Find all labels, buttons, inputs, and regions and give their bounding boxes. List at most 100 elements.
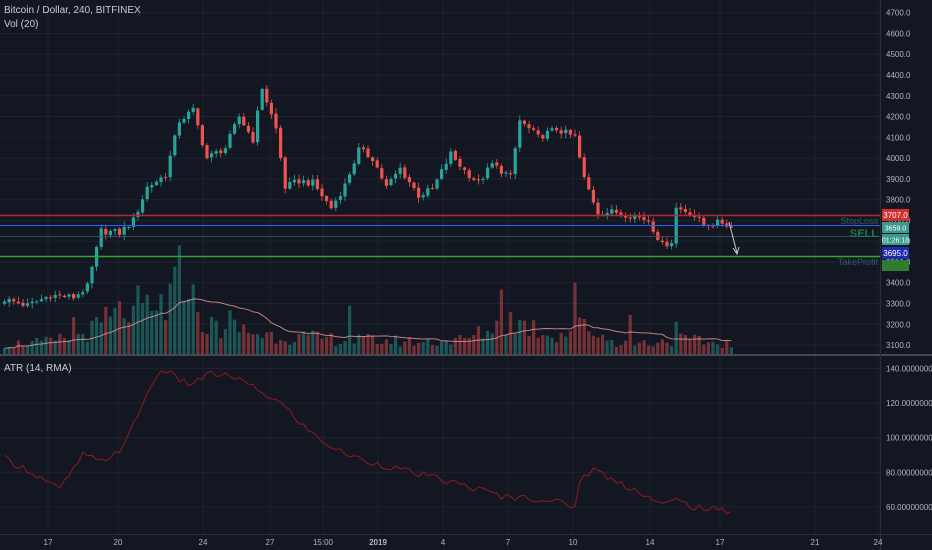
candle-body — [366, 148, 370, 157]
atr-tick-label: 100.00000000 — [886, 434, 932, 443]
time-tick-label: 24 — [874, 538, 883, 547]
volume-legend[interactable]: Vol (20) — [4, 19, 39, 30]
price-tick-label: 4400.0 — [886, 71, 911, 80]
volume-bar — [352, 343, 356, 354]
volume-bar — [154, 310, 158, 354]
time-tick-label: 17 — [716, 538, 725, 547]
volume-bar — [173, 266, 177, 354]
candle-body — [555, 127, 559, 131]
candle-body — [430, 187, 434, 189]
volume-bar — [702, 344, 706, 354]
candle-body — [223, 148, 227, 153]
volume-bar — [435, 345, 439, 354]
take-profit-label: TakeProfit — [838, 257, 879, 267]
candle-body — [191, 107, 195, 112]
candle-body — [417, 187, 421, 198]
candle-body — [545, 130, 549, 139]
candle-body — [30, 301, 34, 304]
candle-body — [582, 157, 586, 178]
candle-body — [504, 172, 508, 174]
volume-bar — [214, 320, 218, 354]
volume-bar — [62, 337, 66, 354]
candle-body — [85, 283, 89, 292]
candle-body — [274, 113, 278, 129]
atr-legend[interactable]: ATR (14, RMA) — [4, 363, 72, 374]
entry-tag — [882, 222, 909, 233]
volume-bar — [591, 335, 595, 354]
volume-bar — [357, 334, 361, 354]
volume-bar — [545, 335, 549, 354]
atr-tick-label: 140.00000000 — [886, 365, 932, 374]
candle-body — [81, 292, 85, 295]
volume-bar — [683, 335, 687, 354]
candle-body — [394, 173, 398, 179]
entry-price-tag: 3659.0 — [885, 226, 907, 233]
price-tick-label: 3300.0 — [886, 299, 911, 308]
volume-bar — [168, 283, 172, 354]
time-tick-label: 21 — [811, 538, 820, 547]
time-tick-label: 2019 — [369, 538, 387, 547]
price-tick-label: 4100.0 — [886, 133, 911, 142]
candle-body — [7, 298, 11, 303]
symbol-title[interactable]: Bitcoin / Dollar, 240, BITFINEX — [4, 5, 141, 16]
time-tick-label: 24 — [199, 538, 208, 547]
candle-body — [228, 133, 232, 148]
volume-bar — [412, 345, 416, 354]
candle-body — [532, 128, 536, 130]
candle-body — [361, 147, 365, 150]
volume-bar — [536, 337, 540, 354]
candle-body — [237, 116, 241, 125]
volume-bar — [371, 335, 375, 354]
volume-bar — [380, 343, 384, 354]
volume-bar — [108, 316, 112, 354]
volume-bar — [292, 341, 296, 354]
volume-bar — [688, 339, 692, 354]
volume-bar — [145, 294, 149, 354]
candle-body — [141, 199, 145, 213]
volume-bar — [651, 346, 655, 354]
volume-bar — [407, 337, 411, 354]
candle-body — [371, 157, 375, 162]
volume-bar — [127, 322, 131, 354]
time-tick-label: 17 — [44, 538, 53, 547]
time-tick-label: 27 — [266, 538, 275, 547]
volume-bar — [76, 333, 80, 354]
volume-bar — [210, 316, 214, 354]
volume-bar — [7, 347, 11, 354]
volume-bar — [582, 318, 586, 354]
volume-bar — [679, 333, 683, 354]
volume-bar — [191, 284, 195, 354]
candle-body — [187, 111, 191, 120]
candle-body — [154, 181, 158, 186]
candle-body — [168, 155, 172, 178]
stop-loss-label: StopLoss — [840, 216, 878, 226]
volume-bar — [104, 306, 108, 354]
candle-body — [334, 200, 338, 208]
candle-body — [269, 102, 273, 115]
volume-bar — [578, 317, 582, 354]
candle-body — [302, 180, 306, 184]
volume-bar — [417, 342, 421, 354]
candle-body — [679, 207, 683, 210]
volume-bar — [223, 328, 227, 354]
candle-body — [260, 88, 264, 110]
candle-body — [633, 215, 637, 219]
countdown-tag — [882, 234, 909, 245]
candle-body — [297, 179, 301, 184]
volume-bar — [343, 341, 347, 354]
candle-body — [49, 297, 53, 299]
candle-body — [104, 228, 108, 235]
volume-bar — [159, 294, 163, 354]
volume-bar — [647, 345, 651, 354]
candle-body — [182, 118, 186, 123]
volume-bar — [288, 344, 292, 354]
volume-bar — [375, 344, 379, 354]
candle-body — [637, 216, 641, 218]
candle-body — [509, 173, 513, 175]
volume-bar — [660, 339, 664, 354]
candle-body — [513, 148, 517, 175]
volume-bar — [237, 332, 241, 354]
volume-bar — [421, 342, 425, 354]
volume-bar — [518, 319, 522, 354]
